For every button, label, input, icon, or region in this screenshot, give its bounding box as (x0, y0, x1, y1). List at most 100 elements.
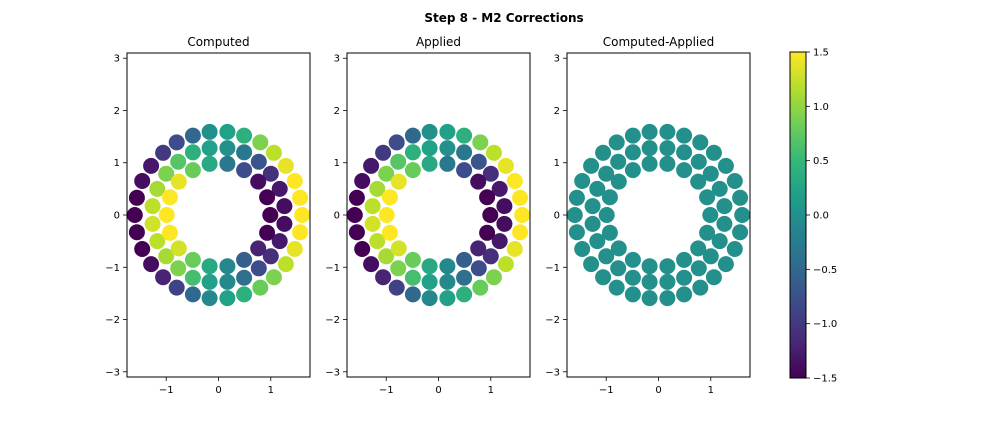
scatter-points (127, 123, 310, 307)
segment-point-4 (252, 134, 269, 151)
segment-point-32 (659, 140, 676, 157)
segment-point-20 (375, 269, 392, 286)
x-tick-label: −1 (379, 385, 394, 396)
segment-point-45 (624, 269, 641, 286)
segment-point-30 (184, 127, 201, 144)
segment-point-27 (583, 157, 600, 174)
segment-point-1 (421, 123, 438, 140)
segment-point-71 (610, 173, 627, 190)
segment-point-9 (514, 207, 530, 223)
segment-point-16 (439, 290, 456, 307)
segment-point-38 (496, 215, 513, 232)
segment-point-64 (439, 258, 456, 275)
segment-point-6 (497, 157, 514, 174)
segment-point-30 (404, 127, 421, 144)
y-tick-label: 0 (114, 211, 120, 222)
segment-point-56 (439, 155, 456, 172)
segment-point-33 (676, 144, 693, 161)
x-tick-label: 0 (215, 385, 221, 396)
segment-point-38 (276, 215, 293, 232)
segment-point-20 (155, 269, 172, 286)
segment-point-28 (375, 144, 392, 161)
segment-point-70 (161, 189, 178, 206)
segment-point-52 (598, 165, 615, 182)
segment-point-37 (276, 198, 293, 215)
segment-point-23 (128, 224, 145, 241)
segment-point-66 (624, 251, 641, 268)
segment-point-32 (219, 140, 236, 157)
segment-point-25 (348, 189, 365, 206)
segment-point-53 (170, 153, 187, 170)
segment-point-32 (439, 140, 456, 157)
segment-point-47 (598, 248, 615, 265)
segment-point-17 (421, 290, 438, 307)
segment-point-52 (378, 165, 395, 182)
subplot-2: Applied −1 0 1 −3 −2 −1 0 1 2 3 (325, 35, 531, 396)
segment-point-21 (583, 256, 600, 273)
segment-point-49 (584, 215, 601, 232)
segment-point-15 (456, 286, 473, 303)
segment-point-46 (390, 260, 407, 277)
segment-point-33 (456, 144, 473, 161)
figure-suptitle: Step 8 - M2 Corrections (424, 11, 583, 25)
segment-point-16 (219, 290, 236, 307)
segment-point-48 (369, 233, 386, 250)
segment-point-64 (659, 258, 676, 275)
segment-point-57 (236, 162, 253, 179)
y-tick-label: 3 (554, 54, 560, 65)
segment-point-15 (676, 286, 693, 303)
segment-point-36 (491, 180, 508, 197)
segment-point-25 (128, 189, 145, 206)
segment-point-71 (170, 173, 187, 190)
segment-point-51 (369, 180, 386, 197)
segment-point-26 (134, 173, 151, 189)
segment-point-28 (155, 144, 172, 161)
segment-point-6 (717, 157, 734, 174)
segment-point-39 (491, 233, 508, 250)
segment-point-7 (286, 173, 303, 189)
segment-point-45 (184, 269, 201, 286)
segment-point-40 (702, 248, 719, 265)
y-tick-label: 1 (554, 158, 560, 169)
segment-point-59 (699, 189, 716, 206)
segment-point-44 (421, 273, 438, 290)
segment-point-51 (589, 180, 606, 197)
segment-point-8 (512, 189, 529, 206)
segment-point-60 (262, 207, 279, 223)
y-tick-label: −3 (325, 367, 340, 378)
segment-point-70 (381, 189, 398, 206)
segment-point-34 (250, 153, 267, 170)
segment-point-62 (250, 240, 267, 257)
y-tick-label: 2 (334, 106, 340, 117)
segment-point-70 (601, 189, 618, 206)
segment-point-27 (143, 157, 160, 174)
y-tick-label: 3 (114, 54, 120, 65)
segment-point-54 (624, 144, 641, 161)
segment-point-42 (676, 269, 693, 286)
segment-point-20 (595, 269, 612, 286)
segment-point-34 (690, 153, 707, 170)
segment-point-5 (705, 144, 722, 161)
segment-point-31 (421, 140, 438, 157)
segment-point-30 (624, 127, 641, 144)
segment-point-29 (168, 134, 185, 151)
x-tick-label: 0 (435, 385, 441, 396)
x-tick-label: −1 (599, 385, 614, 396)
y-tick-label: −1 (325, 263, 340, 274)
segment-point-2 (219, 123, 236, 140)
y-tick-label: −2 (105, 315, 120, 326)
colorbar: 1.5 1.0 0.5 0.0 −0.5 −1.0 −1.5 (789, 48, 837, 385)
segment-point-7 (726, 173, 743, 189)
y-tick-label: −2 (545, 315, 560, 326)
segment-point-11 (506, 241, 523, 257)
segment-point-39 (271, 233, 288, 250)
y-tick-label: 2 (554, 106, 560, 117)
segment-point-69 (598, 207, 615, 223)
segment-point-47 (378, 248, 395, 265)
segment-point-22 (574, 241, 591, 257)
segment-point-21 (143, 256, 160, 273)
x-tick-label: 1 (488, 385, 494, 396)
segment-point-72 (404, 162, 421, 179)
segment-point-67 (610, 240, 627, 257)
subplot-title: Computed (187, 35, 249, 49)
